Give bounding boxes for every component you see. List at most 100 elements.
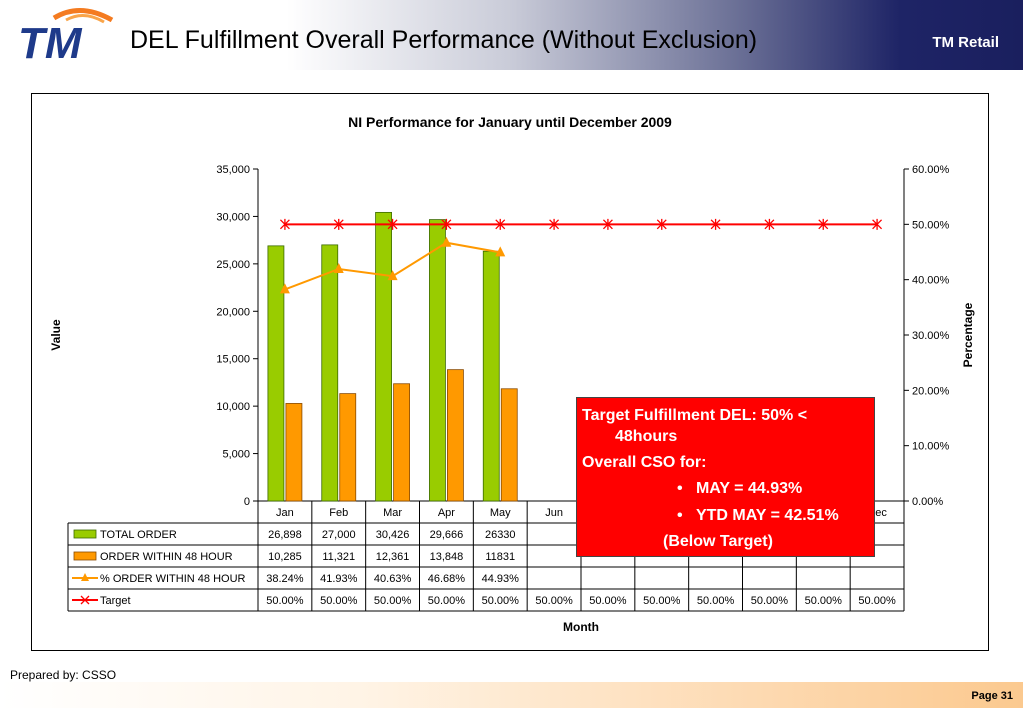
data-label: 26330 bbox=[485, 529, 516, 541]
right-tick-label: 50.00% bbox=[912, 219, 950, 231]
data-label: 41.93% bbox=[320, 573, 358, 585]
left-tick-label: 0 bbox=[244, 496, 250, 508]
data-label: 50.00% bbox=[589, 595, 627, 607]
left-tick-label: 25,000 bbox=[216, 259, 250, 271]
legend-label: Target bbox=[100, 595, 131, 607]
callout-overall-heading: Overall CSO for: bbox=[582, 454, 707, 471]
callout-target-text: Target Fulfillment DEL: 50% < bbox=[582, 407, 808, 424]
target-point bbox=[656, 218, 667, 230]
data-label: 11831 bbox=[485, 551, 515, 563]
x-tick-label: Apr bbox=[438, 507, 455, 519]
data-label: 50.00% bbox=[805, 595, 843, 607]
bar-within-48 bbox=[285, 403, 303, 502]
data-label: 50.00% bbox=[697, 595, 735, 607]
legend-label: % ORDER WITHIN 48 HOUR bbox=[100, 573, 246, 585]
data-label: 50.00% bbox=[428, 595, 466, 607]
data-label: 11,321 bbox=[322, 551, 355, 563]
data-label: 50.00% bbox=[482, 595, 520, 607]
pct-line bbox=[284, 241, 501, 291]
data-label: 50.00% bbox=[643, 595, 681, 607]
pct-point bbox=[387, 270, 398, 281]
left-tick-label: 35,000 bbox=[216, 164, 250, 176]
bar-total-order bbox=[482, 250, 500, 502]
bar-total-order bbox=[429, 219, 446, 502]
data-label: 50.00% bbox=[374, 595, 412, 607]
target-point bbox=[710, 218, 721, 230]
target-point bbox=[872, 218, 883, 230]
data-label: 10,285 bbox=[268, 551, 302, 563]
target-point bbox=[333, 218, 344, 230]
x-tick-label: Mar bbox=[383, 507, 402, 519]
slide-header: TM DEL Fulfillment Overall Performance (… bbox=[0, 0, 1023, 70]
right-tick-label: 10.00% bbox=[912, 441, 950, 453]
right-tick-label: 30.00% bbox=[912, 330, 950, 342]
pct-point bbox=[279, 283, 290, 294]
target-point bbox=[764, 218, 775, 230]
right-tick-label: 60.00% bbox=[912, 164, 950, 176]
callout-ytd-text: YTD MAY = 42.51% bbox=[695, 507, 839, 524]
chart-frame: NI Performance for January until Decembe… bbox=[31, 93, 989, 651]
tm-logo: TM bbox=[18, 7, 114, 66]
right-tick-label: 40.00% bbox=[912, 275, 950, 287]
target-point bbox=[279, 218, 290, 230]
data-label: 50.00% bbox=[266, 595, 304, 607]
y-axis-label: Value bbox=[49, 319, 63, 351]
legend-marker bbox=[81, 573, 89, 581]
x-tick-label: Jun bbox=[545, 507, 563, 519]
data-label: 30,426 bbox=[376, 529, 410, 541]
page-number: Page 31 bbox=[971, 690, 1013, 702]
callout-ytd-value: • YTD MAY = 42.51% bbox=[677, 507, 839, 524]
data-label: 12,361 bbox=[376, 551, 410, 563]
combo-chart: NI Performance for January until Decembe… bbox=[49, 114, 975, 634]
target-point bbox=[387, 218, 398, 230]
page-title: DEL Fulfillment Overall Performance (Wit… bbox=[130, 26, 758, 54]
callout-may-text: MAY = 44.93% bbox=[695, 480, 803, 497]
right-tick-label: 0.00% bbox=[912, 496, 943, 508]
x-axis-label: Month bbox=[563, 620, 599, 634]
target-point bbox=[549, 218, 560, 230]
data-label: 27,000 bbox=[322, 529, 356, 541]
right-tick-label: 20.00% bbox=[912, 385, 950, 397]
chart-title: NI Performance for January until Decembe… bbox=[348, 114, 672, 130]
data-label: 50.00% bbox=[751, 595, 789, 607]
bar-within-48 bbox=[447, 369, 464, 502]
x-tick-label: Jan bbox=[276, 507, 294, 519]
x-tick-label: May bbox=[490, 507, 511, 519]
callout-target-hours: 48hours bbox=[615, 428, 678, 445]
legend-swatch bbox=[73, 551, 97, 561]
target-point bbox=[441, 218, 452, 230]
left-tick-label: 5,000 bbox=[222, 449, 250, 461]
data-label: 50.00% bbox=[858, 595, 896, 607]
data-label: 13,848 bbox=[430, 551, 464, 563]
pct-point bbox=[495, 246, 506, 257]
left-tick-label: 15,000 bbox=[216, 354, 250, 366]
pct-point bbox=[441, 236, 452, 247]
brand-label: TM Retail bbox=[932, 34, 999, 51]
bar-total-order bbox=[375, 211, 392, 502]
target-point bbox=[602, 218, 613, 230]
left-tick-label: 20,000 bbox=[216, 306, 250, 318]
target-point bbox=[818, 218, 829, 230]
pct-point bbox=[333, 262, 344, 273]
data-label: 46.68% bbox=[428, 573, 466, 585]
data-label: 50.00% bbox=[320, 595, 358, 607]
bar-within-48 bbox=[393, 383, 410, 502]
bar-total-order bbox=[321, 244, 339, 502]
legend-label: TOTAL ORDER bbox=[100, 529, 177, 541]
callout-status: (Below Target) bbox=[663, 533, 773, 550]
data-label: 38.24% bbox=[266, 573, 304, 585]
legend-marker bbox=[80, 595, 90, 605]
bar-total-order bbox=[267, 245, 285, 502]
legend-label: ORDER WITHIN 48 HOUR bbox=[100, 551, 233, 563]
prepared-by: Prepared by: CSSO bbox=[10, 668, 117, 682]
svg-text:TM: TM bbox=[18, 19, 83, 66]
left-tick-label: 10,000 bbox=[216, 401, 250, 413]
data-label: 40.63% bbox=[374, 573, 412, 585]
data-label: 50.00% bbox=[535, 595, 573, 607]
left-tick-label: 30,000 bbox=[216, 211, 250, 223]
target-callout: Target Fulfillment DEL: 50% < 48hours Ov… bbox=[576, 397, 875, 557]
x-tick-label: Feb bbox=[329, 507, 348, 519]
callout-may-value: • MAY = 44.93% bbox=[677, 480, 803, 497]
bar-within-48 bbox=[339, 393, 357, 502]
footer-band bbox=[0, 682, 1023, 708]
